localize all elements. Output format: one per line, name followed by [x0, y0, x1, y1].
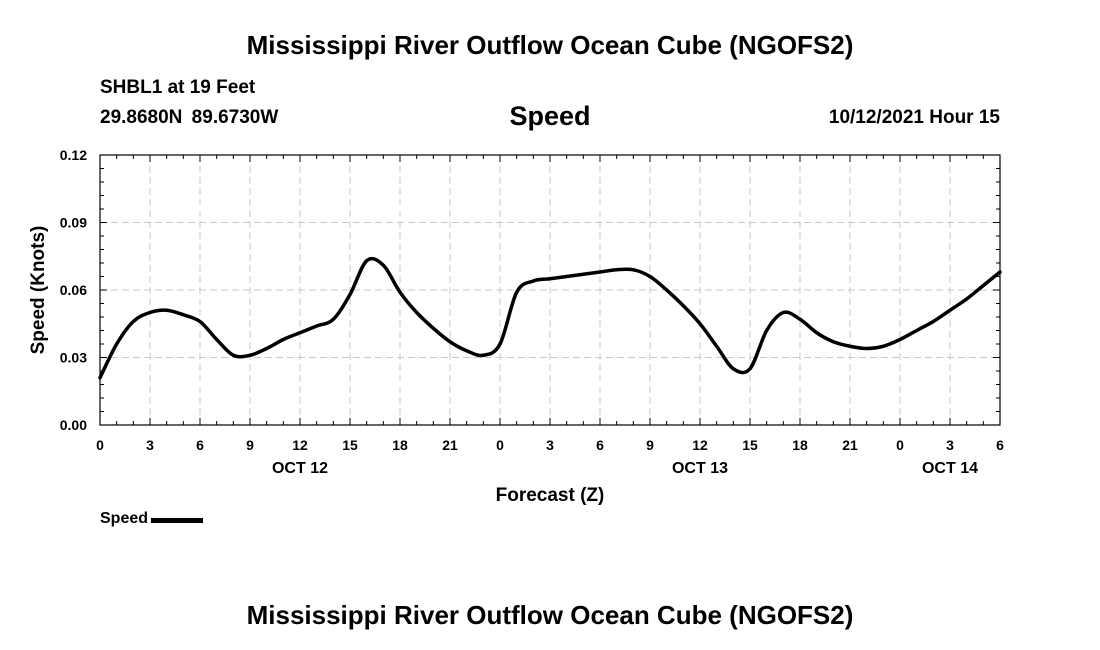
x-tick-label: 0	[896, 437, 904, 453]
data-point	[565, 275, 569, 278]
x-tick-label: 15	[342, 437, 358, 453]
data-point	[715, 344, 719, 348]
x-tick-label: 0	[496, 437, 504, 453]
x-tick-label: 21	[442, 437, 458, 453]
data-point	[315, 324, 319, 328]
label-layer: 0 3 6 9 12 15 18 21 0 3 6 9 12 15 18 21 0 3 6 OCT 12 OCT 13 O…	[28, 147, 1004, 506]
x-tick-label: 12	[292, 437, 308, 453]
x-tick-label: 6	[196, 437, 204, 453]
x-tick-label: 6	[996, 437, 1004, 453]
data-point	[548, 277, 552, 281]
data-point	[131, 320, 135, 323]
data-point	[248, 353, 252, 357]
data-point	[515, 290, 519, 294]
forecast-datetime: 10/12/2021 Hour 15	[828, 107, 1000, 128]
data-point	[231, 353, 235, 357]
data-point	[665, 288, 669, 292]
data-point	[981, 284, 985, 287]
data-point	[415, 311, 419, 314]
data-point	[298, 331, 302, 335]
data-point	[765, 329, 769, 332]
data-point	[898, 338, 902, 341]
y-tick-label: 0.09	[60, 215, 87, 231]
grid-layer	[100, 155, 1000, 425]
data-point	[931, 320, 935, 323]
data-point	[198, 320, 202, 323]
legend-label: Speed	[100, 510, 149, 527]
data-point	[431, 326, 435, 330]
x-tick-label: 18	[792, 437, 808, 453]
data-point	[265, 347, 269, 350]
station-label: SHBL1 at 19 Feet	[100, 77, 256, 98]
data-point	[748, 367, 752, 371]
footer-title: Mississippi River Outflow Ocean Cube (NG…	[246, 600, 854, 630]
data-point	[215, 338, 219, 341]
x-tick-label: 15	[742, 437, 758, 453]
data-point	[348, 293, 352, 296]
data-point	[881, 344, 885, 348]
chart-main-title: Mississippi River Outflow Ocean Cube (NG…	[246, 30, 854, 60]
y-tick-label: 0.00	[60, 417, 87, 433]
data-point	[331, 317, 335, 321]
x-tick-label: 12	[692, 437, 708, 453]
data-point	[598, 270, 602, 274]
y-tick-label: 0.06	[60, 282, 87, 298]
data-point	[115, 342, 119, 346]
x-date-label: OCT 13	[672, 460, 728, 477]
data-point	[681, 304, 685, 308]
axis-layer	[99, 154, 1001, 426]
x-tick-label: 3	[146, 437, 154, 453]
data-point	[481, 353, 485, 357]
data-point	[948, 308, 952, 312]
x-tick-label: 3	[946, 437, 954, 453]
data-point	[398, 290, 402, 294]
data-point	[165, 308, 169, 312]
data-point	[281, 338, 285, 341]
x-tick-label: 9	[246, 437, 254, 453]
data-point	[98, 376, 102, 380]
variable-title: Speed	[509, 101, 591, 131]
data-point	[498, 342, 502, 346]
x-tick-label: 21	[842, 437, 858, 453]
x-tick-label: 6	[596, 437, 604, 453]
legend-swatch	[151, 517, 204, 523]
data-point	[731, 367, 735, 371]
data-point	[915, 329, 919, 332]
x-tick-label: 9	[646, 437, 654, 453]
x-tick-label: 3	[546, 437, 554, 453]
legend: Speed	[100, 510, 204, 528]
data-point	[381, 263, 385, 267]
x-tick-label: 18	[392, 437, 408, 453]
data-point	[615, 268, 619, 272]
data-layer	[98, 256, 1002, 380]
data-point	[631, 268, 635, 272]
x-tick-label: 0	[96, 437, 104, 453]
data-point	[448, 340, 452, 344]
data-point	[531, 279, 535, 283]
x-date-label: OCT 14	[922, 460, 978, 477]
y-axis-title: Speed (Knots)	[28, 226, 49, 355]
data-point	[965, 297, 969, 301]
data-point	[865, 347, 869, 350]
data-point	[815, 331, 819, 335]
data-point	[798, 317, 802, 321]
data-point	[698, 322, 702, 326]
y-tick-label: 0.03	[60, 350, 87, 366]
data-point	[848, 344, 852, 348]
data-point	[365, 259, 369, 263]
data-point	[998, 270, 1002, 274]
data-point	[781, 311, 785, 314]
x-date-label: OCT 12	[272, 460, 328, 477]
y-tick-label: 0.12	[60, 147, 87, 163]
data-point	[581, 272, 585, 276]
data-point	[831, 340, 835, 344]
data-point	[465, 349, 469, 353]
data-point	[148, 311, 152, 314]
x-axis-title: Forecast (Z)	[496, 485, 605, 506]
data-point	[181, 313, 185, 317]
station-coordinates: 29.8680N 89.6730W	[100, 107, 279, 128]
data-point	[648, 275, 652, 278]
